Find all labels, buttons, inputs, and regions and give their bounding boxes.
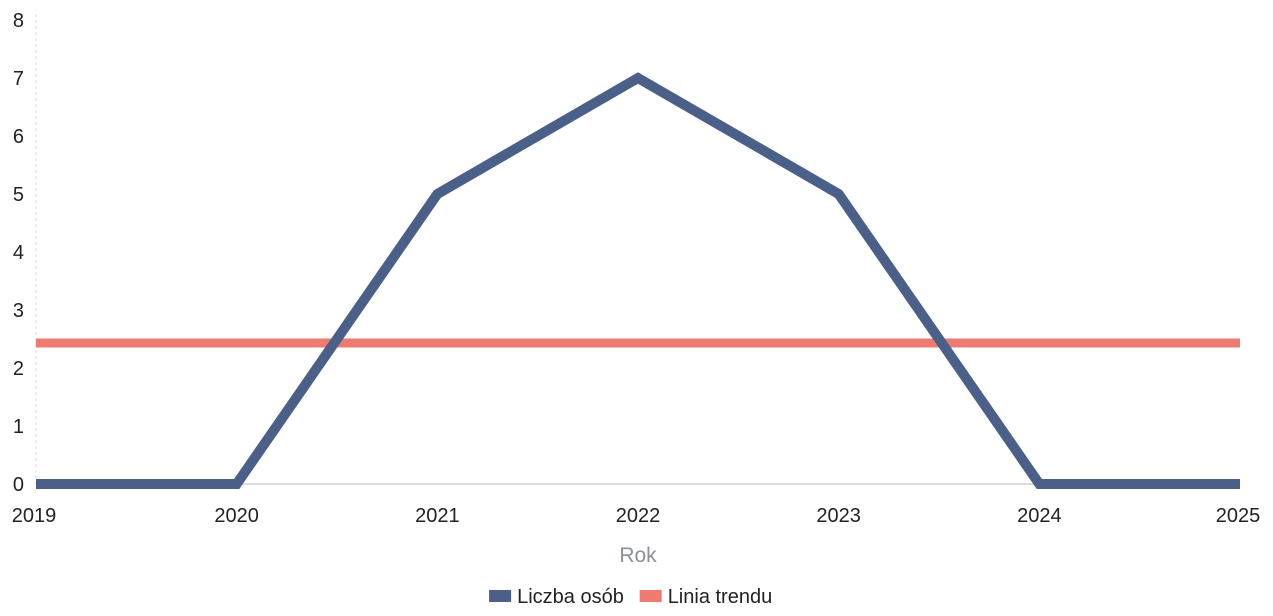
y-tick-label: 7 — [13, 68, 24, 90]
x-tick-label: 2021 — [415, 505, 460, 527]
x-tick-label: 2019 — [12, 505, 57, 527]
axes — [35, 14, 1240, 485]
x-tick-label: 2020 — [214, 505, 259, 527]
series-line-liczba-osob — [36, 72, 1240, 489]
legend-swatch — [489, 590, 512, 602]
y-tick-label: 4 — [13, 242, 24, 264]
legend: Liczba osób Linia trendu — [489, 586, 772, 608]
y-tick-labels: 0 1 2 3 4 5 6 7 8 — [13, 10, 24, 496]
legend-swatch — [639, 590, 662, 602]
y-tick-label: 5 — [13, 184, 24, 206]
y-tick-label: 1 — [13, 416, 24, 438]
y-tick-label: 6 — [13, 126, 24, 148]
y-tick-label: 3 — [13, 300, 24, 322]
x-axis-title: Rok — [619, 544, 657, 567]
x-tick-label: 2022 — [616, 505, 661, 527]
y-tick-label: 0 — [13, 474, 24, 496]
series-lines — [36, 72, 1240, 489]
y-tick-label: 8 — [13, 10, 24, 32]
x-tick-label: 2023 — [816, 505, 861, 527]
x-tick-label: 2024 — [1017, 505, 1062, 527]
legend-label: Liczba osób — [517, 586, 624, 608]
y-tick-label: 2 — [13, 358, 24, 380]
legend-label: Linia trendu — [668, 586, 773, 608]
x-tick-label: 2025 — [1216, 505, 1261, 527]
x-tick-labels: 2019 2020 2021 2022 2023 2024 2025 — [12, 505, 1261, 527]
